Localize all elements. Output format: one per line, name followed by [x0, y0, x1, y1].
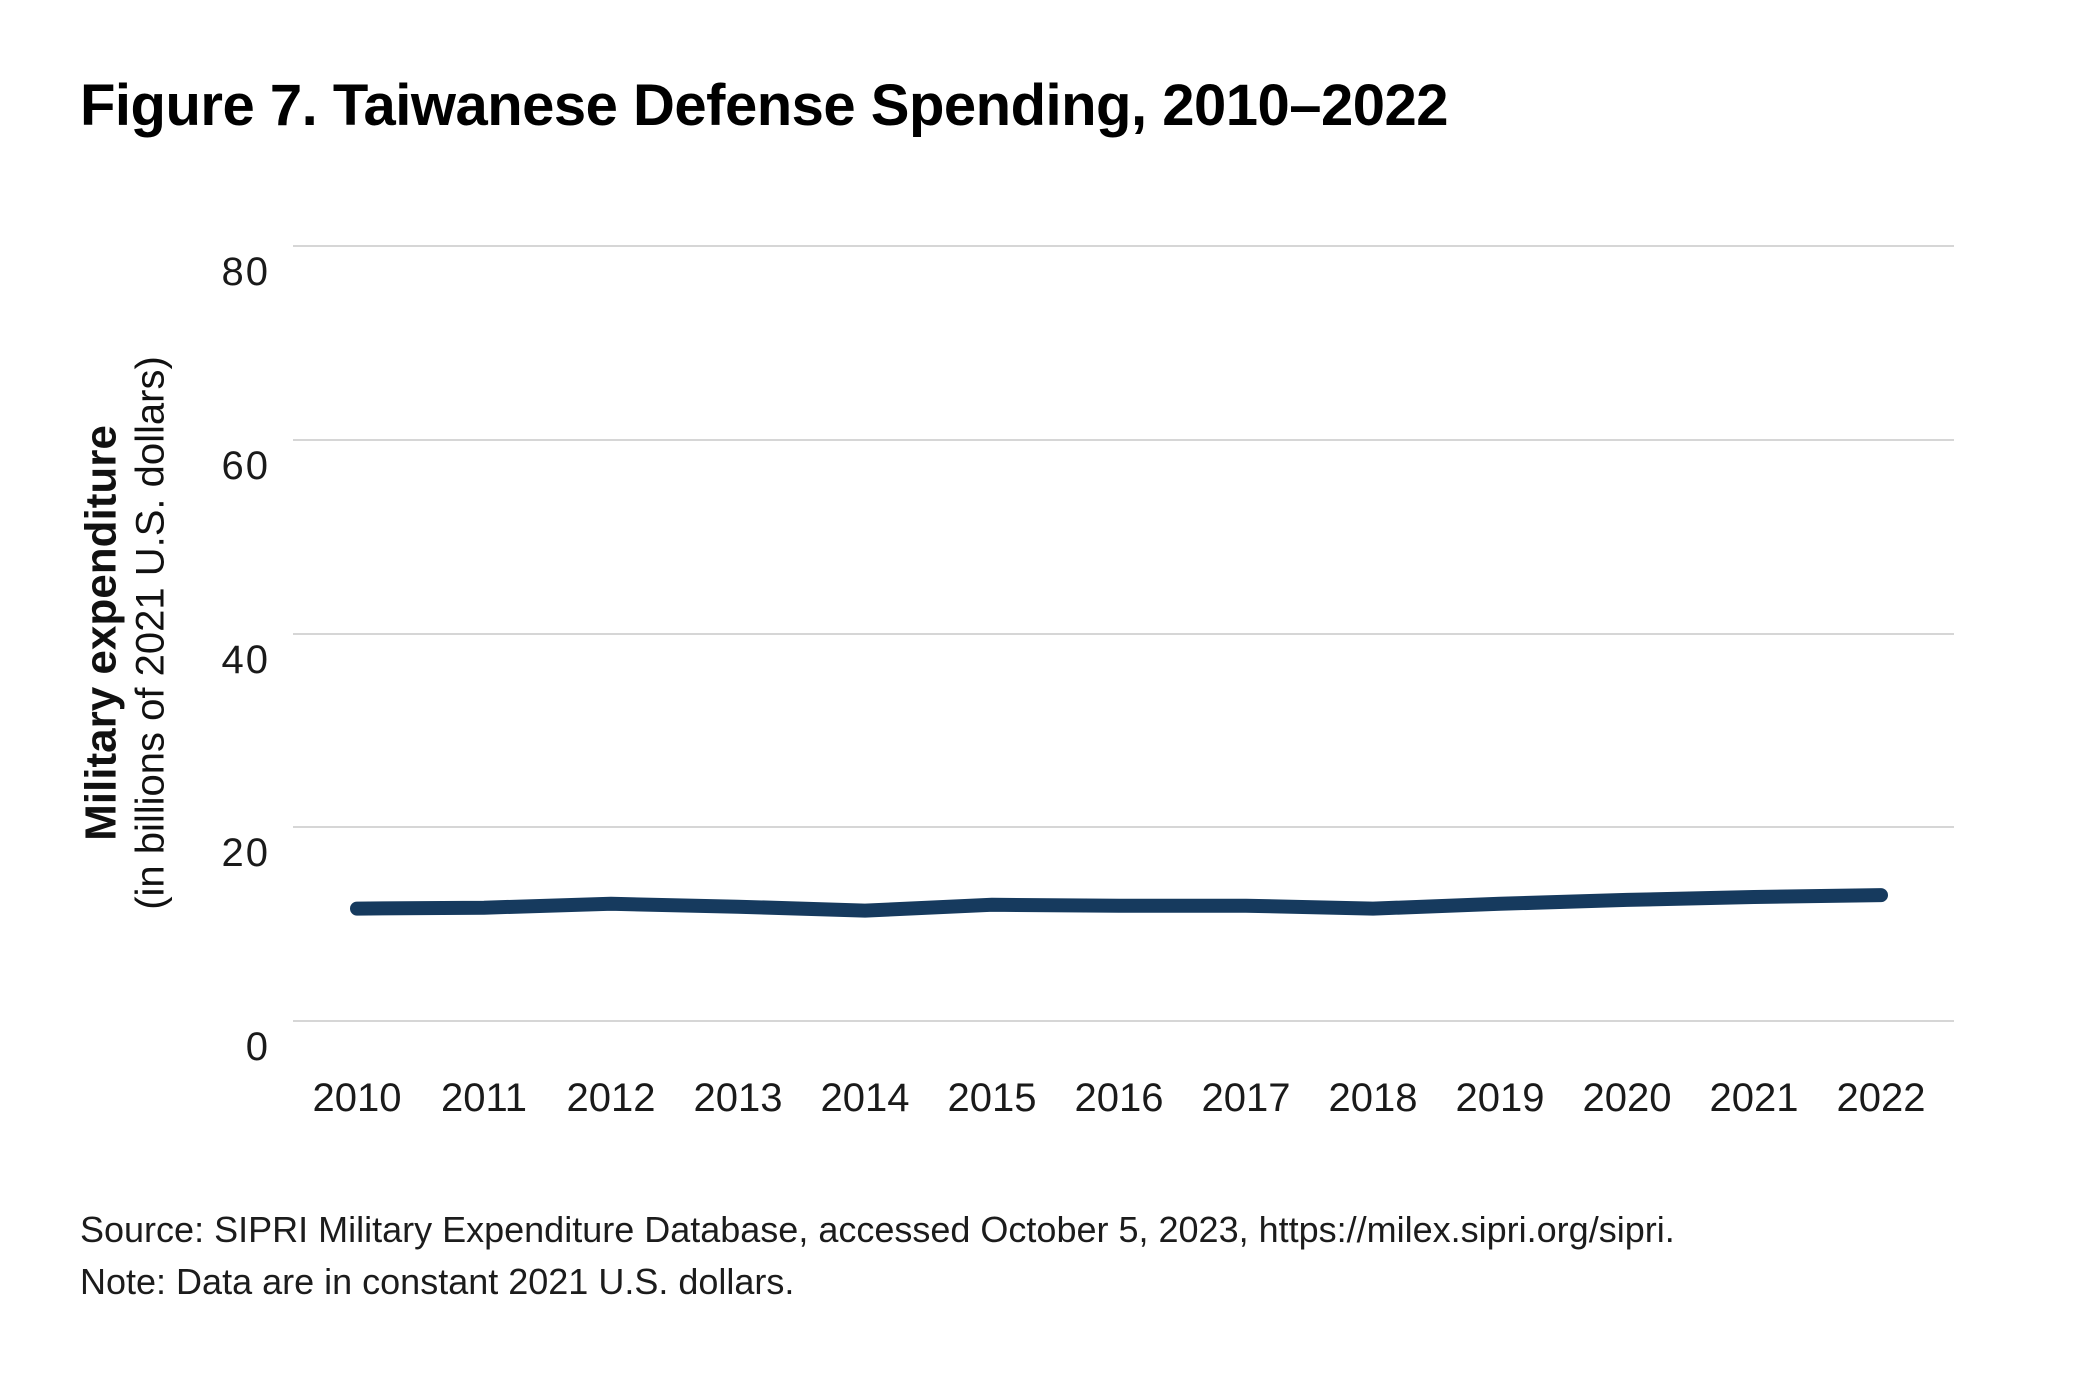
x-tick-label: 2018 [1328, 1076, 1418, 1120]
y-axis-title-sub: (in billions of 2021 U.S. dollars) [128, 356, 173, 910]
figure-footer: Source: SIPRI Military Expenditure Datab… [80, 1204, 1675, 1308]
source-note: Source: SIPRI Military Expenditure Datab… [80, 1209, 1675, 1250]
x-tick-label: 2014 [820, 1076, 910, 1120]
y-tick-label: 40 [221, 637, 270, 682]
y-tick-label: 80 [221, 250, 270, 294]
figure-title: Figure 7. Taiwanese Defense Spending, 20… [80, 73, 1449, 138]
x-tick-label: 2010 [312, 1076, 402, 1120]
x-tick-label: 2012 [566, 1076, 656, 1120]
gridline [293, 826, 1954, 829]
x-tick-label: 2019 [1455, 1076, 1545, 1120]
plot-area: 80 60 40 20 0 [222, 245, 1954, 1067]
x-tick-label: 2022 [1836, 1076, 1926, 1120]
x-tick-label: 2016 [1074, 1076, 1164, 1120]
x-tick-label: 2017 [1201, 1076, 1291, 1120]
y-tick-label: 60 [221, 443, 270, 488]
x-tick-label: 2011 [440, 1076, 528, 1120]
y-tick-label: 20 [221, 831, 270, 876]
gridline [293, 632, 1954, 635]
data-note: Note: Data are in constant 2021 U.S. dol… [80, 1261, 795, 1303]
y-axis-title-main: Military expenditure [76, 425, 126, 841]
spending-line-chart [350, 888, 1888, 918]
gridline [293, 245, 1954, 247]
spending-line [350, 888, 1888, 918]
x-tick-label: 2021 [1709, 1076, 1799, 1120]
x-tick-label: 2013 [693, 1076, 783, 1120]
y-tick-label: 0 [245, 1025, 270, 1069]
gridline [293, 438, 1954, 441]
x-tick-label: 2020 [1582, 1076, 1672, 1120]
y-axis-title: Military expenditure (in billions of 202… [75, 356, 174, 910]
x-axis-labels: 2010 2011 2012 2013 2014 2015 2016 2017 2018 2019… [293, 1078, 1954, 1128]
x-tick-label: 2015 [947, 1076, 1037, 1120]
gridline [293, 1020, 1954, 1022]
